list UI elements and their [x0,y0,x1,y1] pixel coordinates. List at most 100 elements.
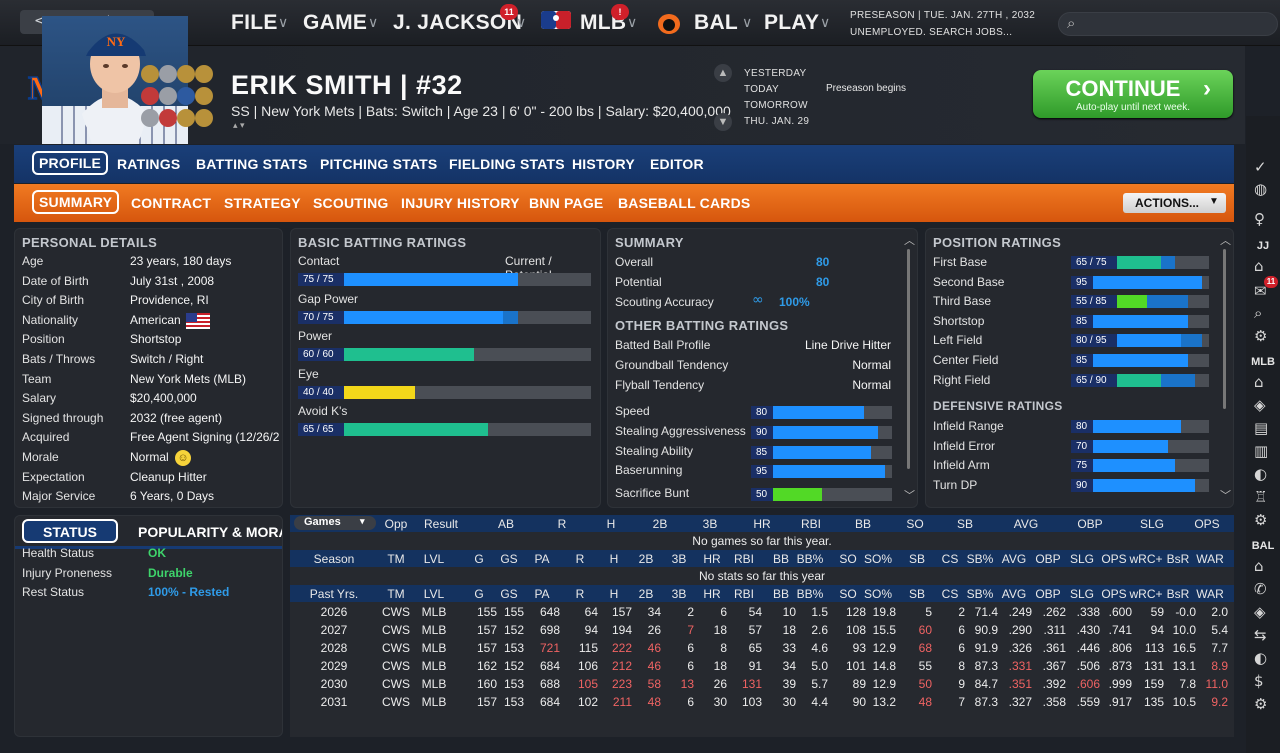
past-column-header[interactable]: SO [839,587,857,601]
games-select[interactable]: Games ▾ [294,516,376,530]
table-row[interactable]: 2030 CWS MLB 160 153 688 105 223 58 13 26 131 39 5.7 8… [290,675,1234,693]
past-column-header[interactable]: SB [908,587,925,601]
season-column-header[interactable]: G [474,552,484,566]
day-yesterday[interactable]: YESTERDAY [744,68,807,79]
past-column-header[interactable]: SO% [863,587,892,601]
season-column-header[interactable]: WAR [1196,552,1224,566]
tab-fielding-stats[interactable]: FIELDING STATS [449,156,565,172]
games-column-header[interactable]: AB [497,517,514,531]
season-column-header[interactable]: LVL [423,552,445,566]
check-icon[interactable]: ✓ [1254,158,1267,176]
gear-icon[interactable]: ⚙ [1254,327,1268,345]
games-column-header[interactable]: RBI [800,517,821,531]
season-column-header[interactable]: R [575,552,585,566]
scroll-up-icon[interactable]: ︿ [1220,235,1231,247]
chevron-down-icon[interactable]: ∨ [742,14,753,30]
chevron-down-icon[interactable]: ∨ [278,14,289,30]
season-column-header[interactable]: BB [772,552,789,566]
games-column-header[interactable]: AVG [1013,517,1039,531]
subtab-injury-history[interactable]: INJURY HISTORY [401,195,520,211]
actions-dropdown[interactable]: ACTIONS... ▼ [1123,193,1226,213]
season-column-header[interactable]: SB [908,552,925,566]
games-column-header[interactable]: SO [906,517,924,531]
tab-history[interactable]: HISTORY [572,156,635,172]
season-column-header[interactable]: OBP [1035,552,1061,566]
subtab-bnn-page[interactable]: BNN PAGE [529,195,604,211]
table-row[interactable]: 2029 CWS MLB 162 152 684 106 212 46 6 18 91 34 5.0 101… [290,657,1234,675]
gear-icon[interactable]: ⚙ [1254,695,1268,713]
continue-button[interactable]: CONTINUE › Auto-play until next week. [1033,70,1233,118]
subtab-scouting[interactable]: SCOUTING [313,195,389,211]
table-row[interactable]: 2031 CWS MLB 157 153 684 102 211 48 6 30 103 30 4.4 90… [290,693,1234,711]
season-column-header[interactable]: SB% [966,552,994,566]
past-column-header[interactable]: TM [387,587,405,601]
season-column-header[interactable]: H [609,552,619,566]
season-column-header[interactable]: RBI [733,552,754,566]
diamond-icon[interactable]: ◈ [1254,603,1266,621]
season-column-header[interactable]: SLG [1069,552,1094,566]
past-column-header[interactable]: GS [500,587,518,601]
past-column-header[interactable]: 2B [638,587,654,601]
gear-icon[interactable]: ⚙ [1254,511,1268,529]
past-column-header[interactable]: Past Yrs. [309,587,359,601]
games-column-header[interactable]: Opp [384,517,408,531]
past-column-header[interactable]: AVG [1001,587,1027,601]
back-icon[interactable]: < [34,13,46,29]
subtab-baseball-cards[interactable]: BASEBALL CARDS [618,195,751,211]
chevron-down-icon[interactable]: ∨ [820,14,831,30]
diamond-icon[interactable]: ◈ [1254,396,1266,414]
season-column-header[interactable]: Season [313,552,355,566]
games-column-header[interactable]: Result [423,517,458,531]
chevron-down-icon[interactable]: ∨ [627,14,638,30]
menu-j-jackson[interactable]: J. JACKSON [393,11,523,34]
table-row[interactable]: 2028 CWS MLB 157 153 721 115 222 46 6 8 65 33 4.6 93 12… [290,639,1234,657]
past-column-header[interactable]: BB [772,587,789,601]
season-column-header[interactable]: CS [941,552,959,566]
home-icon[interactable]: ⌂ [1254,257,1264,275]
chevron-down-icon[interactable]: ∨ [368,14,379,30]
past-column-header[interactable]: SB% [966,587,994,601]
scrollbar[interactable] [1223,249,1226,409]
day-down-icon[interactable]: ▼ [714,113,732,131]
day-today[interactable]: TODAY [744,84,780,95]
scroll-down-icon[interactable]: ﹀ [1220,490,1231,502]
menu-file[interactable]: FILE [231,11,278,34]
season-column-header[interactable]: GS [500,552,518,566]
games-column-header[interactable]: 2B [652,517,668,531]
season-column-header[interactable]: 2B [638,552,654,566]
globe-icon[interactable]: ◍ [1254,180,1268,198]
menu-play[interactable]: PLAY [764,11,820,34]
chevron-down-icon[interactable]: ∨ [516,14,527,30]
stats-icon[interactable]: ▥ [1254,442,1269,460]
tab-popularity[interactable]: POPULARITY & MORAL [138,524,283,540]
scroll-down-icon[interactable]: ﹀ [904,490,915,502]
games-column-header[interactable]: H [606,517,616,531]
home-icon[interactable]: ⌂ [1254,557,1264,575]
past-column-header[interactable]: 3B [671,587,687,601]
games-column-header[interactable]: HR [753,517,771,531]
season-column-header[interactable]: AVG [1001,552,1027,566]
season-column-header[interactable]: HR [703,552,721,566]
menu-game[interactable]: GAME [303,11,368,34]
baseball-icon[interactable]: ◐ [1254,465,1268,483]
tab-status[interactable]: STATUS [22,519,118,543]
menu-bal[interactable]: BAL [694,11,739,34]
tab-ratings[interactable]: RATINGS [117,156,181,172]
past-column-header[interactable]: WAR [1196,587,1224,601]
mail-icon[interactable]: ✉ [1254,282,1267,300]
day-thu[interactable]: THU. JAN. 29 [744,116,810,127]
season-column-header[interactable]: TM [387,552,405,566]
season-column-header[interactable]: PA [534,552,550,566]
table-row[interactable]: 2027 CWS MLB 157 152 698 94 194 26 7 18 57 18 2.6 108 1… [290,621,1234,639]
tab-profile[interactable]: PROFILE [32,151,109,175]
home-icon[interactable]: ⌂ [1254,373,1264,391]
past-column-header[interactable]: G [474,587,484,601]
news-icon[interactable]: ▤ [1254,419,1269,437]
past-column-header[interactable]: R [575,587,585,601]
scrollbar[interactable] [907,249,910,469]
past-column-header[interactable]: BsR [1166,587,1190,601]
season-column-header[interactable]: wRC+ [1129,552,1163,566]
date-display[interactable]: PRESEASON | TUE. JAN. 27TH , 2032 UNEMPL… [850,7,1035,41]
past-column-header[interactable]: BB% [796,587,824,601]
baseball-icon[interactable]: ◐ [1254,649,1268,667]
